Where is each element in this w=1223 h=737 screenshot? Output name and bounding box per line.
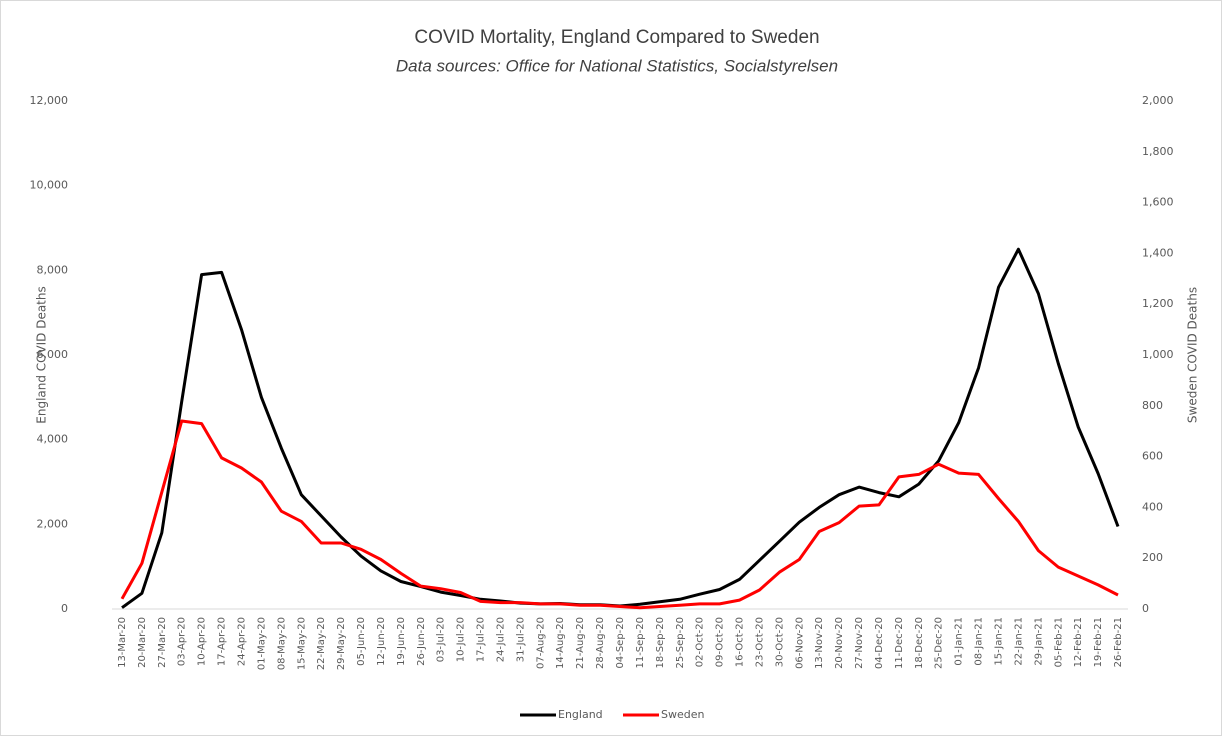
y2-tick-label: 1,600	[1142, 196, 1174, 209]
x-tick-label: 15-Jan-21	[994, 617, 1005, 666]
y-tick-label: 2,000	[37, 517, 69, 530]
x-tick-label: 19-Jun-20	[396, 617, 407, 666]
x-tick-label: 16-Oct-20	[735, 617, 746, 667]
x-tick-label: 15-May-20	[296, 617, 307, 670]
y2-axis-title: Sweden COVID Deaths	[1186, 287, 1200, 423]
y-tick-label: 6,000	[37, 348, 69, 361]
y2-tick-label: 1,800	[1142, 145, 1174, 158]
x-tick-label: 23-Oct-20	[754, 617, 765, 667]
x-tick-label: 07-Aug-20	[535, 617, 546, 669]
y-tick-label: 10,000	[30, 179, 69, 192]
x-tick-label: 08-Jan-21	[974, 617, 985, 666]
x-tick-label: 24-Apr-20	[236, 617, 247, 666]
x-tick-label: 10-Jul-20	[456, 617, 467, 662]
x-tick-label: 01-May-20	[256, 617, 267, 670]
x-tick-label: 20-Mar-20	[137, 617, 148, 668]
x-tick-label: 29-Jan-21	[1033, 617, 1044, 666]
x-tick-label: 12-Jun-20	[376, 617, 387, 666]
x-tick-label: 11-Dec-20	[894, 617, 905, 669]
legend-label: England	[558, 708, 603, 721]
y2-tick-label: 800	[1142, 399, 1163, 412]
x-tick-label: 12-Feb-21	[1073, 617, 1084, 667]
x-tick-label: 03-Apr-20	[177, 617, 188, 666]
y2-tick-label: 400	[1142, 500, 1163, 513]
x-tick-label: 25-Sep-20	[675, 617, 686, 669]
x-tick-label: 02-Oct-20	[695, 617, 706, 667]
x-tick-label: 21-Aug-20	[575, 617, 586, 669]
x-tick-label: 24-Jul-20	[495, 617, 506, 662]
x-tick-label: 26-Jun-20	[416, 617, 427, 666]
x-tick-label: 05-Feb-21	[1053, 617, 1064, 667]
x-tick-label: 10-Apr-20	[197, 617, 208, 666]
y2-tick-label: 1,400	[1142, 246, 1174, 259]
x-tick-label: 28-Aug-20	[595, 617, 606, 669]
legend-label: Sweden	[661, 708, 704, 721]
y2-tick-label: 1,000	[1142, 348, 1174, 361]
y-axis-title: England COVID Deaths	[35, 286, 49, 423]
x-tick-label: 25-Dec-20	[934, 617, 945, 669]
x-tick-label: 26-Feb-21	[1113, 617, 1124, 667]
x-tick-label: 22-May-20	[316, 617, 327, 670]
x-tick-label: 18-Sep-20	[655, 617, 666, 669]
series-line	[120, 419, 1119, 610]
y-tick-label: 4,000	[37, 433, 69, 446]
x-tick-label: 09-Oct-20	[715, 617, 726, 667]
x-tick-label: 22-Jan-21	[1013, 617, 1024, 666]
x-tick-label: 19-Feb-21	[1093, 617, 1104, 667]
x-tick-label: 27-Nov-20	[854, 617, 865, 669]
y2-tick-label: 0	[1142, 602, 1149, 615]
y2-tick-label: 1,200	[1142, 297, 1174, 310]
x-tick-label: 20-Nov-20	[834, 617, 845, 669]
x-tick-label: 01-Jan-21	[954, 617, 965, 666]
x-tick-label: 29-May-20	[336, 617, 347, 670]
y-tick-label: 8,000	[37, 263, 69, 276]
chart-title: COVID Mortality, England Compared to Swe…	[414, 27, 819, 48]
x-tick-label: 04-Sep-20	[615, 617, 626, 669]
y2-tick-label: 2,000	[1142, 94, 1174, 107]
x-tick-label: 11-Sep-20	[635, 617, 646, 669]
x-tick-label: 17-Apr-20	[217, 617, 228, 666]
x-tick-label: 14-Aug-20	[555, 617, 566, 669]
y-tick-label: 0	[61, 602, 68, 615]
x-tick-label: 06-Nov-20	[794, 617, 805, 669]
x-tick-label: 05-Jun-20	[356, 617, 367, 666]
x-tick-label: 17-Jul-20	[476, 617, 487, 662]
x-tick-label: 18-Dec-20	[914, 617, 925, 669]
x-tick-label: 08-May-20	[276, 617, 287, 670]
x-tick-label: 27-Mar-20	[157, 617, 168, 668]
y2-tick-label: 600	[1142, 450, 1163, 463]
chart-subtitle: Data sources: Office for National Statis…	[396, 56, 838, 75]
x-tick-label: 30-Oct-20	[774, 617, 785, 667]
x-tick-label: 03-Jul-20	[436, 617, 447, 662]
x-tick-label: 13-Mar-20	[117, 617, 128, 668]
x-tick-label: 13-Nov-20	[814, 617, 825, 669]
x-tick-label: 04-Dec-20	[874, 617, 885, 669]
x-tick-label: 31-Jul-20	[515, 617, 526, 662]
y2-tick-label: 200	[1142, 551, 1163, 564]
y-tick-label: 12,000	[30, 94, 69, 107]
